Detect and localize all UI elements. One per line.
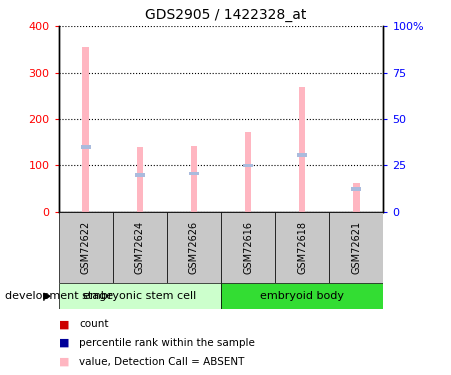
Text: embryonic stem cell: embryonic stem cell: [83, 291, 197, 301]
Bar: [137, 147, 143, 212]
Bar: [221, 283, 383, 309]
Bar: [83, 47, 89, 212]
Bar: [243, 164, 253, 167]
Bar: [135, 173, 145, 177]
Bar: [59, 212, 113, 283]
Bar: [299, 87, 305, 212]
Text: GSM72622: GSM72622: [81, 221, 91, 274]
Text: GSM72616: GSM72616: [243, 221, 253, 274]
Text: GDS2905 / 1422328_at: GDS2905 / 1422328_at: [145, 8, 306, 22]
Text: embryoid body: embryoid body: [260, 291, 344, 301]
Text: GSM72626: GSM72626: [189, 221, 199, 274]
Text: GSM72618: GSM72618: [297, 221, 307, 274]
Text: count: count: [79, 320, 108, 329]
Bar: [351, 187, 361, 190]
Text: ■: ■: [59, 357, 69, 367]
Bar: [167, 212, 221, 283]
Bar: [329, 212, 383, 283]
Text: ■: ■: [59, 320, 69, 329]
Text: development stage: development stage: [5, 291, 113, 301]
Bar: [275, 212, 329, 283]
Bar: [297, 153, 307, 157]
Text: ■: ■: [59, 338, 69, 348]
Bar: [221, 212, 275, 283]
Bar: [81, 145, 91, 149]
Bar: [113, 212, 167, 283]
Bar: [245, 132, 251, 212]
Text: value, Detection Call = ABSENT: value, Detection Call = ABSENT: [79, 357, 244, 367]
Bar: [59, 283, 221, 309]
Text: percentile rank within the sample: percentile rank within the sample: [79, 338, 255, 348]
Bar: [189, 171, 199, 175]
Bar: [191, 146, 197, 212]
Bar: [353, 183, 359, 212]
Text: GSM72624: GSM72624: [135, 221, 145, 274]
Text: GSM72621: GSM72621: [351, 221, 361, 274]
